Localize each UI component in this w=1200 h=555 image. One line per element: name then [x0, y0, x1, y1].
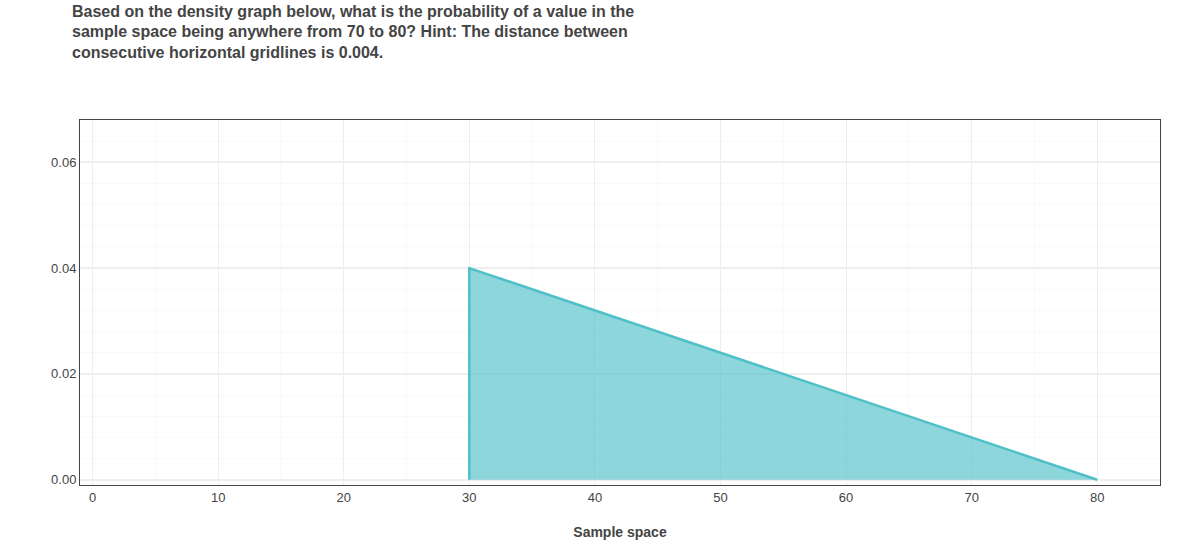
svg-text:Based on the density graph bel: Based on the density graph below, what i… [72, 3, 634, 62]
svg-text:40: 40 [588, 490, 602, 505]
svg-text:30: 30 [462, 490, 476, 505]
svg-text:10: 10 [211, 490, 225, 505]
svg-text:60: 60 [839, 490, 853, 505]
svg-text:0.00: 0.00 [51, 472, 76, 487]
svg-text:0.02: 0.02 [51, 366, 76, 381]
svg-text:20: 20 [336, 490, 350, 505]
svg-text:50: 50 [713, 490, 727, 505]
svg-text:80: 80 [1090, 490, 1104, 505]
svg-text:0.06: 0.06 [51, 155, 76, 170]
svg-text:70: 70 [964, 490, 978, 505]
svg-text:Sample space: Sample space [573, 524, 667, 540]
svg-text:0.04: 0.04 [51, 261, 76, 276]
svg-text:0: 0 [89, 490, 96, 505]
